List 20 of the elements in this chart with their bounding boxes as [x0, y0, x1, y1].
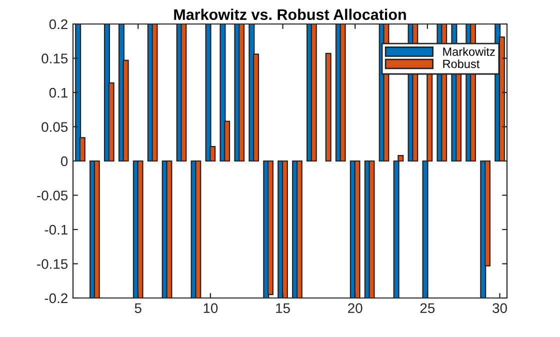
- legend-label: Markowitz: [443, 47, 495, 56]
- x-tick-label: 5: [134, 303, 142, 314]
- x-tick-label: 30: [492, 303, 507, 314]
- x-tick-label: 10: [204, 303, 218, 314]
- y-tick-label: -0.05: [37, 190, 68, 200]
- x-tick-label: 25: [420, 303, 435, 314]
- bar: [325, 52, 332, 162]
- y-tick-label: 0: [60, 156, 68, 166]
- y-tick-label: -0.2: [44, 293, 68, 304]
- y-tick-label: -0.15: [37, 259, 68, 269]
- legend-label: Robust: [443, 59, 480, 68]
- y-tick-label: 0.15: [42, 54, 68, 64]
- y-tick-label: -0.1: [44, 224, 68, 235]
- x-tick-label: 20: [348, 303, 362, 314]
- y-tick-label: 0.2: [49, 19, 68, 30]
- y-tick-label: 0.05: [42, 122, 68, 132]
- bar: [267, 160, 274, 296]
- x-tick-label: 15: [276, 303, 290, 314]
- y-tick-label: 0.1: [49, 88, 68, 98]
- chart-title: Markowitz vs. Robust Allocation: [174, 8, 406, 20]
